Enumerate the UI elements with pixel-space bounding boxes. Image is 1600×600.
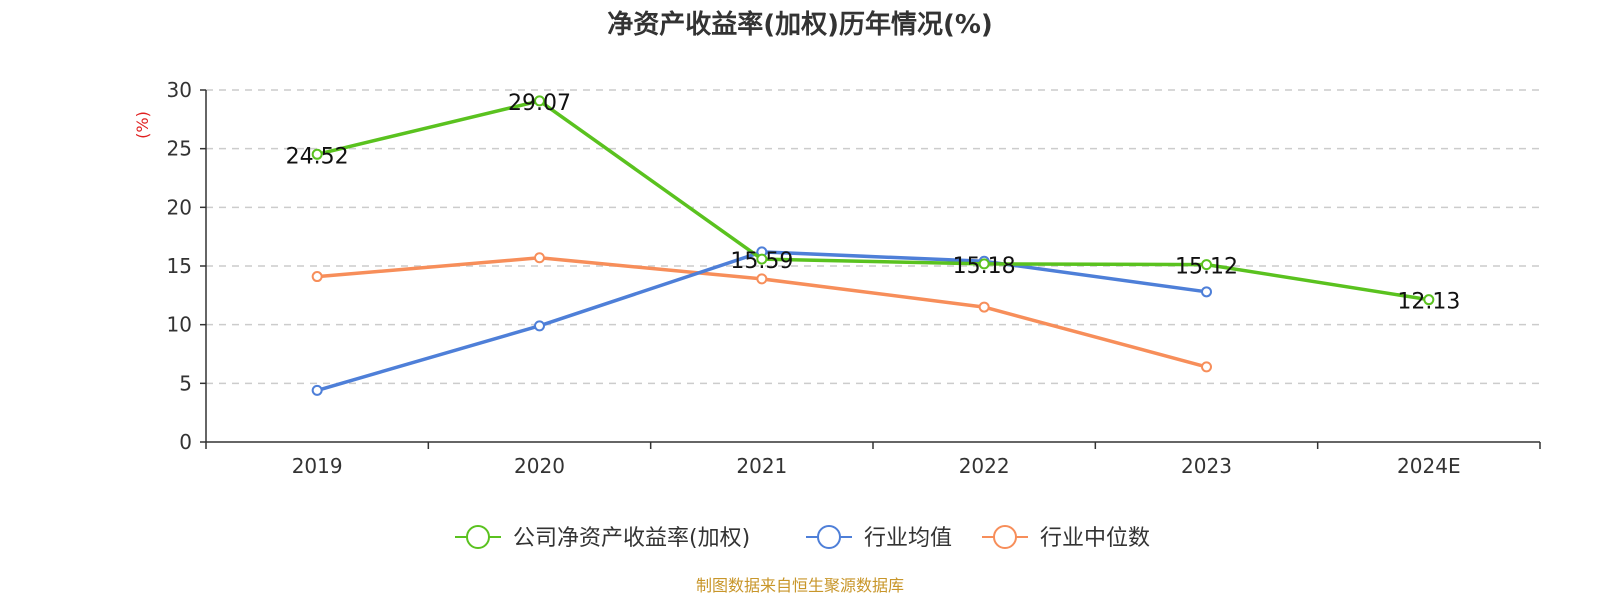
point-s2-2019 — [311, 271, 323, 283]
legend: 公司净资产收益率(加权) 行业均值 行业中位数 — [455, 525, 1150, 551]
y-tick-label-15: 15 — [167, 254, 192, 278]
data-label-2021: 15.59 — [730, 249, 793, 274]
source-note: 制图数据来自恒生聚源数据库 — [696, 576, 904, 595]
x-tick-label-2020: 2020 — [514, 454, 565, 478]
y-tick-label-10: 10 — [167, 313, 192, 337]
point-s0-2020 — [534, 95, 545, 107]
point-s2-2022 — [978, 301, 990, 313]
legend-label-0: 公司净资产收益率(加权) — [513, 526, 750, 551]
y-tick-label-30: 30 — [167, 78, 192, 102]
data-labels: 24.52 29.07 15.59 15.18 15.12 12.13 — [286, 91, 1461, 315]
data-label-2019: 24.52 — [286, 144, 349, 169]
point-s2-2020 — [534, 252, 545, 264]
series-line-0 — [316, 99, 1430, 302]
legend-marker-2 — [993, 525, 1017, 549]
x-tick-label-2021: 2021 — [736, 454, 787, 478]
x-tick-label-2024E: 2024E — [1397, 454, 1461, 478]
chart-title: 净资产收益率(加权)历年情况(%) — [607, 9, 993, 40]
point-s1-2019 — [311, 384, 323, 396]
y-tick-label-20: 20 — [167, 195, 192, 219]
axes: 0 5 10 15 20 25 30 2019 2020 2021 2022 2023 2024E — [167, 78, 1541, 478]
legend-marker-0 — [466, 525, 490, 549]
y-tick-label-0: 0 — [179, 430, 192, 454]
y-tick-label-25: 25 — [167, 137, 192, 161]
x-tick-label-2023: 2023 — [1181, 454, 1232, 478]
point-s0-2021 — [756, 253, 768, 265]
point-s1-2023 — [1201, 286, 1212, 298]
y-axis-label: (%) — [133, 111, 152, 139]
data-label-2024E: 12.13 — [1397, 290, 1460, 315]
point-s0-2019 — [311, 148, 323, 160]
point-s0-2024E — [1423, 294, 1435, 306]
y-tick-label-5: 5 — [179, 371, 192, 395]
x-tick-label-2019: 2019 — [292, 454, 343, 478]
x-tick-label-2022: 2022 — [959, 454, 1010, 478]
point-s1-2020 — [534, 320, 545, 332]
series-layer — [311, 95, 1435, 396]
legend-marker-1 — [817, 525, 841, 549]
data-label-2023: 15.12 — [1175, 255, 1238, 280]
legend-label-2: 行业中位数 — [1040, 526, 1150, 551]
point-s0-2022 — [978, 258, 990, 270]
data-label-2020: 29.07 — [508, 91, 571, 116]
legend-label-1: 行业均值 — [864, 526, 952, 551]
point-s2-2023 — [1201, 361, 1212, 373]
point-s2-2021 — [756, 273, 768, 285]
point-s0-2023 — [1201, 259, 1212, 271]
data-label-2022: 15.18 — [953, 254, 1016, 279]
